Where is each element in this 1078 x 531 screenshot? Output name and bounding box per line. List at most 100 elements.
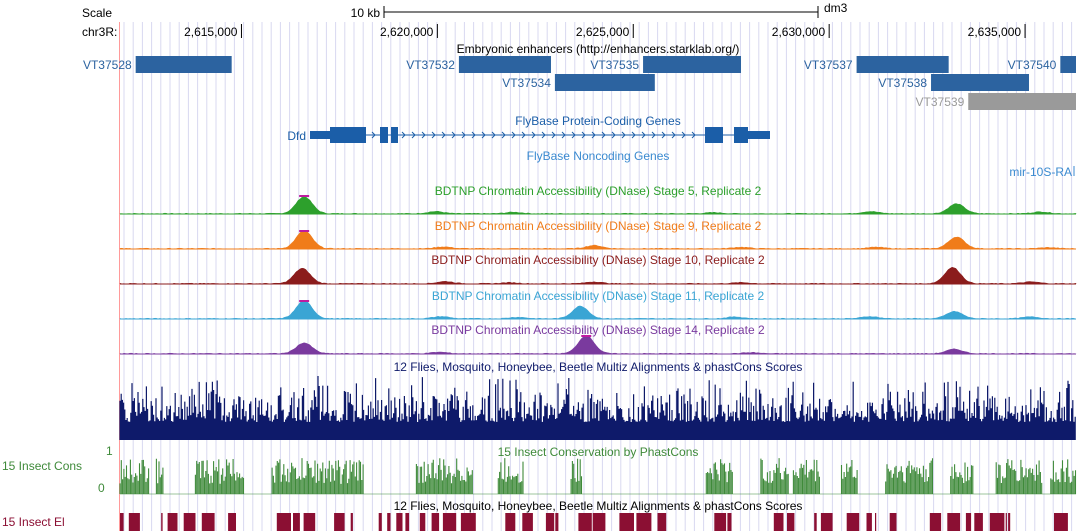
conserved-element bbox=[727, 513, 732, 531]
elements-track-title: 12 Flies, Mosquito, Honeybee, Beetle Mul… bbox=[394, 499, 803, 513]
strand-arrow bbox=[591, 131, 596, 139]
conserved-element bbox=[947, 513, 961, 531]
conserved-element bbox=[846, 513, 860, 531]
strand-arrow bbox=[641, 131, 646, 139]
dnase-peak-cap bbox=[299, 300, 310, 302]
conserved-element bbox=[350, 513, 353, 531]
enhancer-feature[interactable] bbox=[458, 56, 551, 73]
dnase-track-title: BDTNP Chromatin Accessibility (DNase) St… bbox=[431, 323, 765, 337]
conserved-element bbox=[787, 513, 795, 531]
strand-arrow bbox=[551, 131, 556, 139]
conserved-element bbox=[773, 513, 784, 531]
strand-arrow bbox=[581, 131, 586, 139]
strand-arrow bbox=[561, 131, 566, 139]
strand-arrow bbox=[521, 131, 526, 139]
conserved-element bbox=[814, 513, 817, 531]
strand-arrow bbox=[671, 131, 676, 139]
enhancer-label[interactable]: VT37532 bbox=[406, 58, 455, 72]
strand-arrow bbox=[471, 131, 476, 139]
strand-arrow bbox=[571, 131, 576, 139]
conserved-elements-track bbox=[120, 513, 1068, 531]
strand-arrow bbox=[461, 131, 466, 139]
enhancer-label[interactable]: VT37534 bbox=[502, 76, 551, 90]
dnase-peak-cap bbox=[299, 230, 310, 232]
conserved-element bbox=[1054, 513, 1068, 531]
dnase-track-title: BDTNP Chromatin Accessibility (DNase) St… bbox=[435, 219, 762, 233]
conserved-element bbox=[442, 513, 457, 531]
conserved-element bbox=[303, 513, 316, 531]
dnase-tracks: BDTNP Chromatin Accessibility (DNase) St… bbox=[119, 184, 1077, 355]
conserved-element bbox=[875, 513, 877, 531]
ruler-tick-label: 2,620,000 bbox=[380, 25, 434, 39]
enhancer-feature[interactable] bbox=[931, 74, 1029, 91]
enhancer-feature[interactable] bbox=[1060, 56, 1076, 73]
enhancer-feature[interactable] bbox=[643, 56, 742, 73]
scale-bar-label: 10 kb bbox=[351, 6, 381, 20]
ruler-tick-label: 2,625,000 bbox=[576, 25, 630, 39]
enhancer-label[interactable]: VT37537 bbox=[804, 58, 853, 72]
strand-arrow bbox=[531, 131, 536, 139]
elements-side-label[interactable]: 15 Insect El bbox=[2, 515, 65, 529]
strand-arrow bbox=[451, 131, 456, 139]
ruler-tick-label: 2,635,000 bbox=[968, 25, 1022, 39]
conserved-element bbox=[1005, 513, 1007, 531]
conserved-element bbox=[201, 513, 215, 531]
gene-exon bbox=[705, 127, 723, 143]
strand-arrow bbox=[541, 131, 546, 139]
enhancer-label[interactable]: VT37539 bbox=[916, 95, 965, 109]
enhancer-feature[interactable] bbox=[968, 93, 1076, 110]
conserved-element bbox=[228, 513, 236, 531]
chromosome-label: chr3R: bbox=[82, 25, 117, 39]
dnase-signal bbox=[119, 196, 1077, 215]
enhancer-label[interactable]: VT37538 bbox=[878, 76, 927, 90]
gene-exon bbox=[310, 131, 330, 139]
gene-exon bbox=[380, 127, 388, 143]
conserved-element bbox=[965, 513, 972, 531]
assembly-label: dm3 bbox=[824, 1, 848, 15]
strand-arrow bbox=[661, 131, 666, 139]
dnase-signal bbox=[119, 266, 1077, 285]
strand-arrow bbox=[691, 131, 696, 139]
conserved-element bbox=[378, 513, 382, 531]
dnase-peak-cap bbox=[581, 335, 592, 337]
conserved-element bbox=[929, 513, 942, 531]
noncoding-gene-label[interactable]: mir-10S-RA bbox=[1009, 165, 1072, 179]
strand-arrow bbox=[631, 131, 636, 139]
strand-arrow bbox=[621, 131, 626, 139]
enhancer-label[interactable]: VT37528 bbox=[83, 58, 132, 72]
strand-arrow bbox=[481, 131, 486, 139]
strand-arrow bbox=[421, 131, 426, 139]
enhancer-label[interactable]: VT37540 bbox=[1008, 58, 1057, 72]
protein-coding-gene-track: Dfd bbox=[287, 127, 1075, 176]
gene-label-dfd[interactable]: Dfd bbox=[287, 129, 306, 143]
strand-arrow bbox=[511, 131, 516, 139]
strand-arrow bbox=[601, 131, 606, 139]
gene-exon bbox=[391, 127, 398, 143]
phastcons-side-label[interactable]: 15 Insect Cons bbox=[2, 459, 82, 473]
enhancer-feature[interactable] bbox=[135, 56, 232, 73]
enhancer-feature[interactable] bbox=[856, 56, 949, 73]
dnase-track-title: BDTNP Chromatin Accessibility (DNase) St… bbox=[435, 184, 762, 198]
strand-arrow bbox=[651, 131, 656, 139]
dnase-track-title: BDTNP Chromatin Accessibility (DNase) St… bbox=[431, 253, 765, 267]
conserved-element bbox=[974, 513, 983, 531]
dnase-signal bbox=[119, 335, 1077, 355]
gene-exon bbox=[734, 127, 748, 143]
conserved-element bbox=[405, 513, 410, 531]
conserved-element bbox=[636, 513, 652, 531]
ruler-tick-label: 2,615,000 bbox=[184, 25, 238, 39]
conserved-element bbox=[183, 513, 196, 531]
enhancer-label[interactable]: VT37535 bbox=[590, 58, 639, 72]
protein-coding-track-title: FlyBase Protein-Coding Genes bbox=[515, 114, 680, 128]
conserved-element bbox=[120, 513, 124, 531]
phastcons-max-label: 1 bbox=[106, 444, 113, 458]
gene-exon bbox=[330, 127, 366, 143]
enhancer-feature[interactable] bbox=[554, 74, 655, 91]
scale-label: Scale bbox=[82, 6, 112, 20]
dnase-peak-cap bbox=[299, 195, 310, 197]
noncoding-track-title: FlyBase Noncoding Genes bbox=[527, 149, 670, 163]
strand-arrow bbox=[501, 131, 506, 139]
enhancer-track-title: Embryonic enhancers (http://enhancers.st… bbox=[457, 42, 740, 56]
conserved-element bbox=[657, 513, 667, 531]
